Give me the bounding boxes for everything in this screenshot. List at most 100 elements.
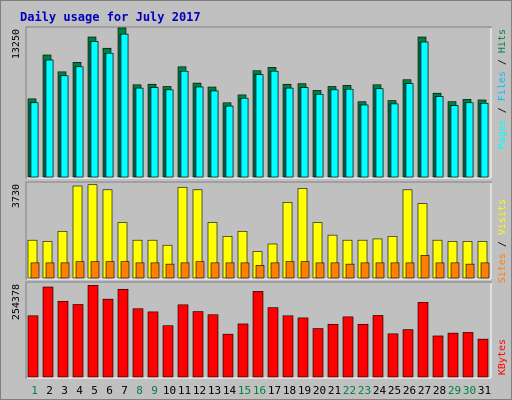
- bar-sites-day-24: [375, 262, 385, 279]
- bar-kbytes-day-14: [222, 333, 234, 378]
- bar-sites-day-27: [420, 255, 430, 279]
- x-tick-label-day-11: 11: [178, 384, 191, 397]
- x-tick-label-day-26: 26: [403, 384, 416, 397]
- x-tick-label-day-18: 18: [283, 384, 296, 397]
- bar-kbytes-day-1: [27, 315, 39, 378]
- bar-kbytes-day-21: [327, 323, 339, 378]
- bar-sites-day-17: [270, 262, 280, 279]
- bar-sites-day-14: [225, 262, 235, 279]
- bar-sites-day-29: [450, 262, 460, 279]
- bar-kbytes-day-12: [192, 311, 204, 378]
- legend-files: Files: [497, 71, 508, 101]
- bar-pages-day-9: [150, 87, 159, 178]
- bar-pages-day-17: [270, 70, 279, 178]
- bar-pages-day-2: [45, 59, 54, 178]
- x-tick-label-day-23: 23: [358, 384, 371, 397]
- bar-kbytes-day-17: [267, 307, 279, 378]
- legend-sites: Sites: [497, 253, 508, 283]
- x-tick-label-day-5: 5: [91, 384, 98, 397]
- bar-sites-day-4: [75, 261, 85, 279]
- bar-kbytes-day-11: [177, 304, 189, 378]
- bar-kbytes-day-6: [102, 298, 114, 378]
- bar-pages-day-28: [435, 96, 444, 178]
- bar-kbytes-day-2: [42, 286, 54, 378]
- bar-kbytes-day-9: [147, 311, 159, 378]
- bar-kbytes-day-31: [477, 338, 489, 378]
- bar-pages-day-24: [375, 88, 384, 178]
- x-tick-label-day-3: 3: [61, 384, 68, 397]
- x-tick-label-day-8: 8: [136, 384, 143, 397]
- bar-sites-day-19: [300, 261, 310, 279]
- bar-sites-day-30: [465, 263, 475, 279]
- bar-pages-day-23: [360, 104, 369, 178]
- x-tick-label-day-1: 1: [31, 384, 38, 397]
- legend-separator: /: [497, 101, 508, 119]
- x-tick-label-day-12: 12: [193, 384, 206, 397]
- bar-pages-day-30: [465, 102, 474, 178]
- y-max-label-kbytes: 254378: [11, 284, 22, 320]
- bar-kbytes-day-24: [372, 315, 384, 378]
- bar-pages-day-13: [210, 90, 219, 178]
- bar-sites-day-10: [165, 263, 175, 279]
- bar-pages-day-20: [315, 94, 324, 178]
- bar-pages-day-29: [450, 105, 459, 178]
- bar-pages-day-7: [120, 33, 129, 178]
- bar-pages-day-8: [135, 87, 144, 178]
- x-tick-label-day-10: 10: [163, 384, 176, 397]
- bar-sites-day-7: [120, 261, 130, 279]
- bar-sites-day-8: [135, 262, 145, 279]
- bar-sites-day-26: [405, 262, 415, 279]
- bar-pages-day-26: [405, 83, 414, 178]
- bar-pages-day-25: [390, 103, 399, 178]
- bar-sites-day-16: [255, 265, 265, 279]
- legend-panel-3: KBytes: [497, 339, 508, 375]
- x-tick-label-day-9: 9: [151, 384, 158, 397]
- x-tick-label-day-16: 16: [253, 384, 266, 397]
- x-tick-label-day-14: 14: [223, 384, 237, 397]
- bar-pages-day-4: [75, 66, 84, 178]
- legend-panel-2: Sites / Visits: [497, 199, 508, 283]
- bar-kbytes-day-23: [357, 323, 369, 378]
- x-tick-label-day-7: 7: [121, 384, 128, 397]
- legend-pages: Pages: [497, 119, 508, 149]
- x-tick-label-day-6: 6: [106, 384, 113, 397]
- bar-kbytes-day-30: [462, 332, 474, 378]
- legend-panel-1: Pages / Files / Hits: [497, 29, 508, 149]
- bar-pages-day-15: [240, 97, 249, 178]
- x-tick-label-day-31: 31: [478, 384, 491, 397]
- x-tick-label-day-20: 20: [313, 384, 326, 397]
- bar-sites-day-28: [435, 262, 445, 279]
- bar-pages-day-16: [255, 74, 264, 178]
- bar-sites-day-13: [210, 262, 220, 279]
- bar-kbytes-day-10: [162, 325, 174, 378]
- bar-kbytes-day-15: [237, 323, 249, 378]
- legend-separator: /: [497, 235, 508, 253]
- bar-sites-day-22: [345, 263, 355, 279]
- bar-sites-day-3: [60, 262, 70, 279]
- bar-sites-day-25: [390, 262, 400, 279]
- bar-kbytes-day-3: [57, 300, 69, 378]
- bar-kbytes-day-5: [87, 285, 99, 378]
- bar-kbytes-day-25: [387, 333, 399, 378]
- bar-kbytes-day-8: [132, 308, 144, 378]
- bar-kbytes-day-13: [207, 314, 219, 378]
- x-tick-label-day-21: 21: [328, 384, 341, 397]
- bar-pages-day-5: [90, 41, 99, 178]
- bar-pages-day-22: [345, 88, 354, 178]
- bar-sites-day-11: [180, 262, 190, 279]
- x-tick-label-day-13: 13: [208, 384, 221, 397]
- y-max-label-visits: 3730: [11, 184, 22, 208]
- bar-sites-day-20: [315, 262, 325, 279]
- bar-pages-day-31: [480, 103, 489, 178]
- x-tick-label-day-2: 2: [46, 384, 53, 397]
- bar-sites-day-18: [285, 261, 295, 279]
- legend-separator: /: [497, 53, 508, 71]
- legend-visits: Visits: [497, 199, 508, 235]
- bar-pages-day-14: [225, 105, 234, 178]
- bar-kbytes-day-28: [432, 335, 444, 378]
- bar-kbytes-day-20: [312, 328, 324, 378]
- bar-pages-day-6: [105, 53, 114, 178]
- bar-pages-day-12: [195, 86, 204, 178]
- bar-kbytes-day-26: [402, 329, 414, 378]
